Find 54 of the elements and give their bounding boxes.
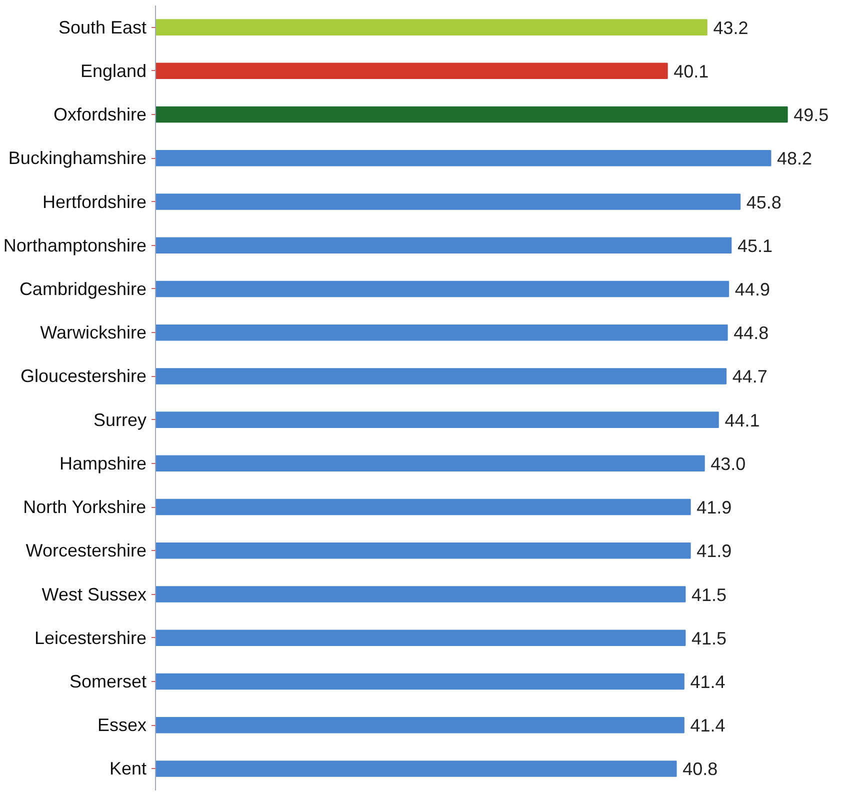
- y-tick-label: Northamptonshire: [3, 235, 147, 256]
- data-label: 40.8: [682, 759, 718, 780]
- bar: [156, 150, 772, 166]
- y-tick-label: Hertfordshire: [42, 192, 147, 212]
- data-label: 45.8: [746, 192, 782, 212]
- bar: [156, 62, 668, 80]
- data-label: 40.1: [674, 61, 709, 82]
- bar: [156, 280, 730, 298]
- data-label: 41.9: [696, 541, 732, 562]
- bar: [156, 455, 705, 472]
- y-tick-label: Leicestershire: [34, 628, 147, 648]
- bar: [156, 19, 708, 36]
- data-label: 43.2: [713, 18, 748, 38]
- y-tick-label: Buckinghamshire: [8, 148, 147, 168]
- y-tick-label: England: [80, 60, 147, 81]
- data-label: 43.0: [710, 454, 746, 474]
- y-tick-label: Gloucestershire: [20, 366, 147, 386]
- y-tick-label: South East: [58, 17, 147, 38]
- bar: [156, 760, 677, 777]
- data-label: 41.4: [690, 672, 726, 692]
- bar: [156, 194, 741, 210]
- bar: [156, 324, 728, 341]
- y-tick-label: Warwickshire: [40, 322, 147, 343]
- data-label: 44.9: [734, 279, 770, 300]
- y-tick-label: Somerset: [69, 671, 147, 692]
- bar: [156, 237, 732, 254]
- bar: [156, 716, 684, 734]
- bar: [156, 498, 691, 516]
- y-tick-label: Cambridgeshire: [19, 278, 147, 299]
- data-label: 41.4: [690, 716, 726, 736]
- data-label: 44.1: [724, 410, 760, 430]
- bar: [156, 412, 719, 428]
- bar: [156, 368, 727, 384]
- bar: [156, 542, 691, 559]
- y-tick-label: North Yorkshire: [23, 497, 146, 518]
- bar: [156, 586, 686, 602]
- data-label: 41.5: [692, 584, 727, 605]
- y-tick-label: Oxfordshire: [53, 104, 147, 125]
- data-label: 45.1: [737, 236, 773, 256]
- data-label: 41.9: [696, 498, 732, 518]
- bar: [156, 630, 686, 646]
- bar: [156, 106, 788, 123]
- y-tick-label: Essex: [97, 715, 147, 736]
- data-label: 44.8: [734, 323, 769, 344]
- data-label: 49.5: [794, 105, 829, 126]
- y-tick-label: Worcestershire: [26, 540, 147, 561]
- y-tick-label: Surrey: [93, 410, 146, 430]
- y-tick-label: West Sussex: [42, 584, 147, 604]
- bar: [156, 673, 684, 690]
- y-tick-label: Kent: [109, 758, 147, 779]
- data-label: 44.7: [732, 366, 768, 387]
- data-label: 41.5: [692, 628, 727, 648]
- y-tick-label: Hampshire: [59, 453, 146, 474]
- data-label: 48.2: [777, 148, 812, 169]
